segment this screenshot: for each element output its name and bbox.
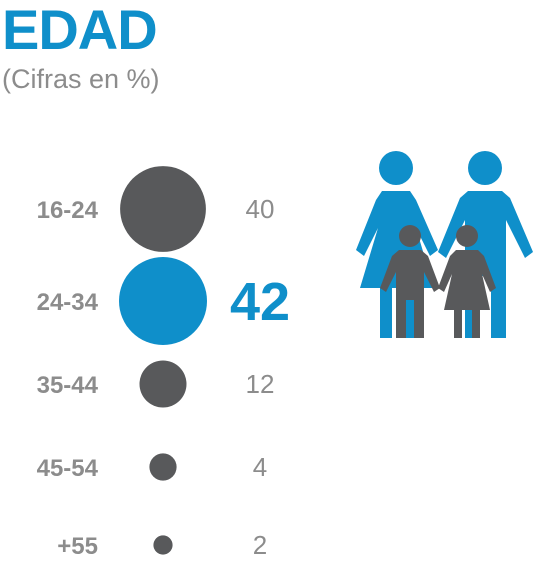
family-icon — [356, 151, 533, 338]
page-title: EDAD — [2, 0, 158, 61]
category-label: 35-44 — [37, 372, 99, 399]
value-label: 12 — [246, 369, 275, 399]
value-bubble — [149, 453, 177, 481]
value-label: 40 — [246, 194, 275, 224]
value-bubble — [120, 166, 206, 252]
value-label: 42 — [230, 272, 290, 332]
value-bubble — [139, 360, 187, 408]
value-label: 2 — [253, 530, 267, 560]
value-bubble — [153, 535, 173, 555]
category-label: 16-24 — [37, 197, 99, 224]
category-label: 45-54 — [37, 455, 99, 482]
category-label: +55 — [57, 533, 98, 560]
value-label: 4 — [253, 452, 267, 482]
page-subtitle: (Cifras en %) — [2, 64, 160, 94]
category-label: 24-34 — [37, 289, 99, 316]
value-bubble — [119, 257, 207, 345]
